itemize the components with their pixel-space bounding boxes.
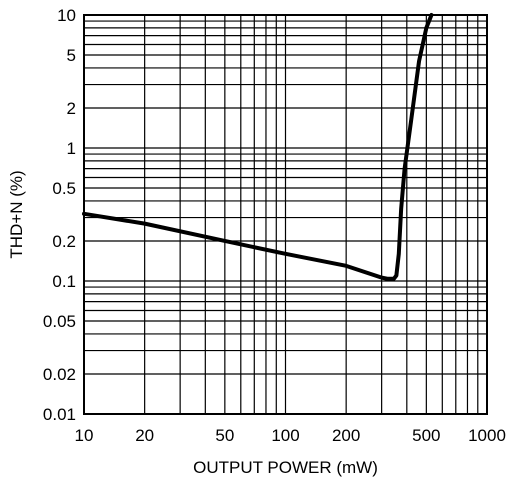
- series-layer: [82, 13, 434, 281]
- plot-frame: [83, 14, 488, 415]
- x-tick-label: 100: [271, 426, 299, 445]
- grid: [84, 15, 487, 414]
- x-tick-label: 500: [412, 426, 440, 445]
- x-tick-label: 200: [332, 426, 360, 445]
- x-axis-title: OUTPUT POWER (mW): [193, 458, 378, 477]
- y-tick-labels: 10 5 2 1 0.5 0.2 0.1 0.05 0.02 0.01: [43, 6, 76, 424]
- y-tick-label: 0.5: [52, 179, 76, 198]
- x-tick-label: 50: [215, 426, 234, 445]
- y-tick-label: 0.05: [43, 312, 76, 331]
- y-tick-label: 0.02: [43, 365, 76, 384]
- y-tick-label: 1: [67, 139, 76, 158]
- y-tick-label: 0.1: [52, 272, 76, 291]
- x-tick-labels: 10 20 50 100 200 500 1000: [75, 426, 506, 445]
- y-tick-label: 10: [57, 6, 76, 25]
- x-tick-label: 10: [75, 426, 94, 445]
- y-tick-label: 0.2: [52, 232, 76, 251]
- x-tick-label: 1000: [468, 426, 506, 445]
- y-tick-label: 0.01: [43, 405, 76, 424]
- y-axis-title: THD+N (%): [7, 170, 26, 258]
- y-tick-label: 5: [67, 46, 76, 65]
- y-tick-label: 2: [67, 99, 76, 118]
- x-tick-label: 20: [135, 426, 154, 445]
- thd-curve-line: [82, 13, 434, 281]
